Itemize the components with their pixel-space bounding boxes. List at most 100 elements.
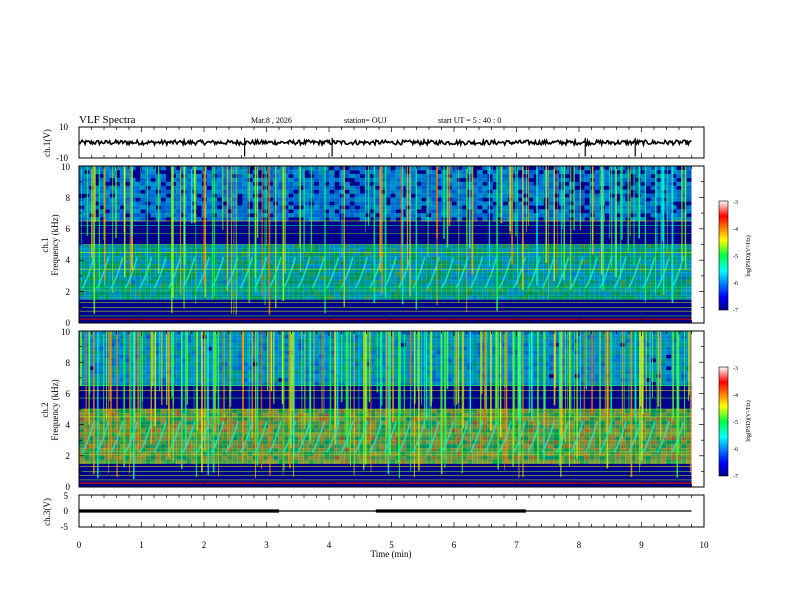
spectrogram-cell [119, 366, 126, 371]
spectrogram-cell [242, 185, 248, 190]
spectrogram-cell [497, 189, 504, 194]
spectrogram-cell [635, 342, 641, 347]
spectrogram-cell [507, 377, 514, 383]
spectrogram-cell [283, 244, 289, 249]
spectrogram-cell [604, 264, 611, 269]
spectrogram-cell [523, 331, 529, 336]
spectrogram-cell [456, 209, 463, 214]
spectrogram-cell [196, 264, 202, 269]
spectrogram-cell [186, 338, 192, 344]
spectrogram-cell [431, 169, 437, 175]
spectrogram-cell [237, 181, 243, 187]
spectrogram-cell [482, 193, 488, 198]
spectrogram-cell [109, 358, 116, 363]
spectrogram-cell [609, 271, 616, 277]
spectrogram-cell [599, 366, 606, 371]
spectrogram-cell [410, 338, 417, 344]
spectrogram-cell [262, 338, 269, 344]
spectrogram-cell [492, 291, 498, 296]
spectrogram-cell [395, 166, 401, 171]
spectrogram-cell [640, 291, 646, 296]
spectrogram-cell [477, 350, 483, 355]
spectrogram-cell [584, 252, 590, 257]
spectrogram-cell [201, 283, 208, 289]
spectrogram-cell [594, 283, 601, 289]
spectrogram-cell [324, 271, 330, 277]
spectrogram-cell [385, 213, 391, 218]
spectrogram-cell [303, 275, 310, 281]
spectrogram-cell [548, 283, 555, 289]
spectrogram-cell [456, 342, 463, 347]
spectrogram-cell [528, 260, 534, 265]
spectrogram-cell [364, 189, 371, 194]
spectrogram-cell [298, 342, 304, 347]
spectrogram-cell [89, 362, 95, 367]
spectrogram-cell [165, 197, 172, 202]
spectrogram-cell [175, 358, 182, 363]
ch2-spectrogram-panel: 0 2 4 6 8 10 ch.2 Frequency (kHz) [40, 327, 705, 492]
spectrogram-cell [655, 213, 662, 218]
spectrogram-cell [456, 256, 463, 261]
spectrogram-cell [369, 334, 376, 340]
spectrogram-cell [354, 260, 361, 265]
spectrogram-cell [237, 189, 243, 194]
spectrogram-cell [395, 193, 401, 198]
spectrogram-cell [390, 177, 396, 183]
spectrogram-cell [625, 334, 631, 340]
spectrogram-cell [359, 197, 366, 202]
spectrogram-cell [283, 209, 289, 214]
spectrogram-cell [206, 252, 213, 257]
spectrogram-cell [548, 366, 555, 371]
spectrogram-cell [620, 209, 626, 214]
spectrogram-cell [630, 334, 636, 340]
spectrogram-cell [466, 256, 473, 261]
spectrogram-cell [665, 209, 672, 214]
spectrogram-cell [288, 177, 294, 183]
spectrogram-cell [390, 197, 396, 202]
spectrogram-cell [206, 331, 213, 336]
spectrogram-cell [104, 193, 111, 198]
spectrogram-cell [175, 275, 182, 281]
spectrogram-cell [640, 260, 646, 265]
spectrogram-cell [186, 248, 192, 253]
spectrogram-cell [574, 260, 580, 265]
spectrogram-cell [145, 354, 151, 359]
spectrogram-cell [400, 346, 407, 351]
spectrogram-cell [283, 252, 289, 257]
spectrogram-cell [150, 260, 156, 265]
spectrogram-cell [344, 260, 350, 265]
spectrogram-cell [354, 256, 361, 261]
spectrogram-cell [278, 271, 284, 277]
spectrogram-cell [288, 213, 294, 218]
spectrogram-cell [267, 173, 274, 179]
spectrogram-cell [380, 177, 386, 183]
spectrogram-cell [364, 331, 371, 336]
spectrogram-cell [451, 189, 458, 194]
spectrogram-cell [492, 177, 498, 183]
spectrogram-cell [380, 338, 386, 344]
spectrogram-cell [579, 358, 585, 363]
spectrogram-cell [303, 291, 310, 296]
spectrogram-cell [645, 169, 652, 175]
spectrogram-cell [584, 370, 590, 375]
spectrogram-cell [477, 177, 483, 183]
spectrogram-cell [436, 350, 442, 355]
spectrogram-cell [533, 334, 539, 340]
spectrogram-cell [308, 334, 315, 340]
spectrogram-cell [298, 268, 304, 273]
spectrogram-cell [431, 370, 437, 375]
spectrogram-cell [431, 338, 437, 344]
spectrogram-cell [140, 260, 146, 265]
spectrogram-cell [380, 291, 386, 296]
spectrogram-cell [150, 205, 156, 210]
spectrogram-cell [155, 358, 162, 363]
ch1-ticks [78, 127, 705, 158]
spectrogram-cell [104, 338, 111, 344]
spectrogram-cell [364, 169, 371, 175]
spectrogram-cell [533, 331, 539, 336]
spectrogram-cell [492, 275, 498, 281]
spectrogram-cell [216, 331, 223, 336]
spectrogram-cell [650, 271, 657, 277]
spectrogram-cell [145, 283, 151, 289]
spectrogram-cell [313, 264, 320, 269]
